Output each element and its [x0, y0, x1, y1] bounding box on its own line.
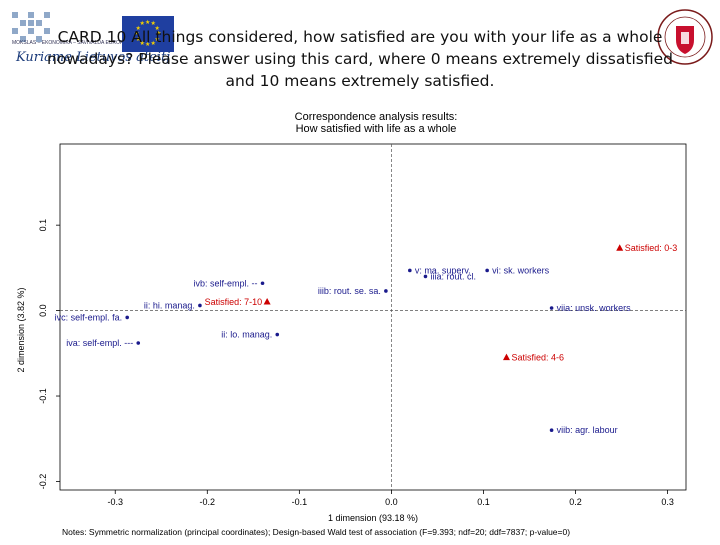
eu-star-icon: ★ [134, 31, 140, 37]
logo-grid-cell [20, 36, 26, 42]
data-point-label: v: ma. superv. [415, 265, 471, 275]
data-point-dot [485, 268, 489, 273]
eu-star-icon: ★ [139, 40, 145, 47]
data-point-triangle [502, 353, 510, 361]
eu-star-icon: ★ [150, 40, 156, 47]
x-tick-label: -0.3 [107, 497, 123, 507]
chart-footnote: Notes: Symmetric normalization (principa… [62, 527, 570, 537]
logo-grid-cell [36, 20, 42, 26]
data-point-label: ivc: self-empl. fa. [55, 312, 123, 322]
data-point-dot [408, 268, 412, 273]
data-point-label: viia: unsk. workers [557, 303, 632, 313]
x-tick-label: 0.3 [661, 497, 674, 507]
logo-grid-cell [44, 12, 50, 18]
eu-star-icon: ★ [139, 21, 145, 28]
university-seal-icon [656, 8, 714, 66]
y-tick-label: 0.1 [38, 219, 48, 232]
y-tick-label: 0.0 [38, 304, 48, 317]
eu-star-icon: ★ [135, 36, 141, 43]
eu-star-icon: ★ [156, 31, 162, 37]
correspondence-chart: Correspondence analysis results: How sat… [16, 111, 687, 537]
data-point-dot [423, 274, 428, 279]
data-point-label: ii: lo. manag. [221, 330, 272, 340]
logo-slogan: Kuriame Lietuvos ateitį [16, 50, 171, 65]
data-point-triangle [616, 244, 624, 251]
data-point-dot [136, 341, 141, 345]
logo-grid-icon [12, 12, 52, 48]
eu-star-icon: ★ [145, 42, 151, 48]
eu-star-icon: ★ [135, 25, 141, 32]
esf-logo: MOKSLAS – EKONOMIKA – SAVIVALDA EUROPOS … [8, 10, 178, 72]
logo-grid-cell [28, 20, 34, 26]
data-point-dot [125, 315, 130, 320]
logo-grid-cell [12, 12, 18, 18]
data-point-label: viib: agr. labour [557, 425, 618, 435]
data-point-dot [260, 281, 265, 286]
data-point-dot [198, 303, 202, 308]
data-point-label: vi: sk. workers [492, 265, 550, 275]
y-tick-label: -0.2 [38, 474, 48, 490]
data-point-dot [275, 332, 280, 337]
x-tick-label: -0.2 [200, 497, 216, 507]
chart-title: Correspondence analysis results: [295, 111, 458, 123]
y-tick-label: -0.1 [38, 388, 48, 404]
slide-header: MOKSLAS – EKONOMIKA – SAVIVALDA EUROPOS … [0, 0, 720, 100]
data-point-dot [549, 428, 554, 432]
data-point-label: iiib: rout. se. sa. [318, 286, 381, 296]
eu-star-icon: ★ [154, 36, 160, 43]
data-point-label: Satisfied: 0-3 [625, 243, 678, 253]
eu-flag-icon: ★ ★ ★ ★ ★ ★ ★ ★ ★ ★ ★ ★ [122, 16, 174, 52]
page-title: CARD 10 All things considered, how satis… [47, 28, 673, 90]
data-point-triangle [263, 298, 271, 305]
logo-grid-cell [28, 12, 34, 18]
data-point-label: ii: hi. manag. [144, 300, 195, 310]
x-tick-label: 0.0 [385, 497, 398, 507]
x-tick-label: 0.1 [477, 497, 490, 507]
logo-grid-cell [20, 20, 26, 26]
x-tick-label: -0.1 [292, 497, 308, 507]
logo-subtitle: MOKSLAS – EKONOMIKA – SAVIVALDA EUROPOS … [12, 40, 156, 46]
eu-star-icon: ★ [150, 21, 156, 28]
x-axis-label: 1 dimension (93.18 %) [328, 513, 418, 523]
data-point-label: iva: self-empl. --- [66, 338, 133, 348]
plot-frame [59, 143, 687, 491]
data-point-dot [384, 289, 388, 293]
logo-grid-cell [36, 36, 42, 42]
data-point-label: ivb: self-empl. -- [194, 278, 258, 288]
chart-subtitle: How satisfied with life as a whole [296, 123, 457, 135]
x-tick-label: 0.2 [569, 497, 582, 507]
logo-grid-cell [28, 28, 34, 34]
data-point-label: Satisfied: 7-10 [205, 297, 263, 307]
logo-grid-cell [12, 28, 18, 34]
eu-star-icon: ★ [145, 20, 151, 26]
y-axis-label: 2 dimension (3.82 %) [16, 287, 26, 372]
eu-star-icon: ★ [154, 25, 160, 32]
data-point-dot [549, 306, 554, 310]
data-point-label: Satisfied: 4-6 [511, 353, 564, 363]
logo-grid-cell [44, 28, 50, 34]
chart-panel: Correspondence analysis results: How sat… [0, 100, 720, 540]
data-point-label: iiia: rout. cl. [430, 271, 476, 281]
